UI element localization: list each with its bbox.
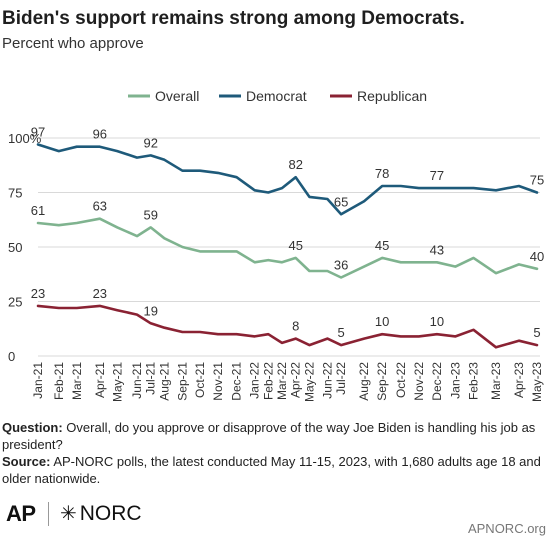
site-url: APNORC.org bbox=[467, 521, 546, 536]
y-tick-label: 75 bbox=[8, 186, 22, 201]
question-note: Question: Overall, do you approve or dis… bbox=[2, 419, 542, 453]
data-label-overall: 36 bbox=[334, 258, 348, 273]
norc-logo: ✳ NORC bbox=[60, 501, 142, 526]
question-label: Question: bbox=[2, 420, 63, 435]
data-label-overall: 59 bbox=[143, 207, 157, 222]
x-tick-label: Jul-21 bbox=[144, 362, 158, 395]
x-tick-label: Apr-23 bbox=[512, 362, 526, 398]
y-tick-label: 50 bbox=[8, 240, 22, 255]
x-tick-label: Jul-22 bbox=[334, 362, 348, 395]
legend-label-overall: Overall bbox=[155, 88, 199, 104]
x-tick-label: Dec-21 bbox=[230, 362, 244, 401]
data-label-democrat: 82 bbox=[288, 157, 302, 172]
data-label-republican: 23 bbox=[31, 286, 45, 301]
data-label-overall: 45 bbox=[288, 238, 302, 253]
data-label-democrat: 77 bbox=[430, 168, 444, 183]
data-label-republican: 23 bbox=[93, 286, 107, 301]
y-tick-label: 100% bbox=[8, 131, 42, 146]
norc-logo-text: NORC bbox=[79, 501, 142, 525]
x-tick-label: Jan-21 bbox=[31, 362, 45, 399]
x-tick-label: Jan-22 bbox=[248, 362, 262, 399]
data-label-overall: 40 bbox=[530, 249, 544, 264]
data-label-democrat: 92 bbox=[143, 135, 157, 150]
data-label-republican: 5 bbox=[338, 325, 345, 340]
data-label-republican: 10 bbox=[375, 314, 389, 329]
x-tick-label: Apr-22 bbox=[289, 362, 303, 398]
x-tick-label: Aug-21 bbox=[157, 362, 171, 401]
data-label-overall: 45 bbox=[375, 238, 389, 253]
x-tick-label: Mar-23 bbox=[489, 362, 503, 400]
legend-label-republican: Republican bbox=[357, 88, 427, 104]
x-tick-label: Feb-23 bbox=[467, 362, 481, 400]
x-tick-label: Jun-22 bbox=[320, 362, 334, 399]
chart-subtitle: Percent who approve bbox=[2, 35, 144, 52]
x-tick-label: May-23 bbox=[530, 362, 544, 402]
series-line-overall bbox=[36, 217, 539, 279]
ap-logo: AP bbox=[6, 501, 36, 526]
data-label-democrat: 97 bbox=[31, 125, 45, 140]
x-tick-label: May-22 bbox=[302, 362, 316, 402]
data-label-democrat: 96 bbox=[93, 127, 107, 142]
legend-label-democrat: Democrat bbox=[246, 88, 307, 104]
data-label-overall: 43 bbox=[430, 242, 444, 257]
x-tick-label: Aug-22 bbox=[357, 362, 371, 401]
x-tick-label: Jun-21 bbox=[130, 362, 144, 399]
data-label-overall: 61 bbox=[31, 203, 45, 218]
x-tick-label: Oct-22 bbox=[394, 362, 408, 398]
x-tick-label: Apr-21 bbox=[93, 362, 107, 398]
chart-title: Biden's support remains strong among Dem… bbox=[2, 8, 465, 29]
source-label: Source: bbox=[2, 454, 51, 469]
x-tick-label: Jan-23 bbox=[448, 362, 462, 399]
x-tick-label: Nov-21 bbox=[211, 362, 225, 401]
question-text: Overall, do you approve or disapprove of… bbox=[2, 420, 536, 452]
x-tick-label: Feb-22 bbox=[261, 362, 275, 400]
chart-notes: Question: Overall, do you approve or dis… bbox=[2, 419, 542, 487]
y-tick-label: 0 bbox=[8, 349, 15, 364]
x-tick-label: Nov-22 bbox=[412, 362, 426, 401]
x-tick-label: Oct-21 bbox=[193, 362, 207, 398]
x-tick-label: Feb-21 bbox=[52, 362, 66, 400]
data-label-republican: 19 bbox=[143, 303, 157, 318]
norc-star-icon: ✳ bbox=[60, 503, 77, 525]
data-label-republican: 5 bbox=[533, 325, 540, 340]
series-line-democrat bbox=[36, 143, 539, 216]
data-label-republican: 8 bbox=[292, 319, 299, 334]
source-note: Source: AP-NORC polls, the latest conduc… bbox=[2, 453, 542, 487]
x-tick-label: Sep-21 bbox=[175, 362, 189, 401]
x-tick-label: Sep-22 bbox=[375, 362, 389, 401]
x-tick-label: May-21 bbox=[110, 362, 124, 402]
source-text: AP-NORC polls, the latest conducted May … bbox=[2, 454, 541, 486]
data-label-republican: 10 bbox=[430, 314, 444, 329]
y-tick-label: 25 bbox=[8, 295, 22, 310]
data-label-overall: 63 bbox=[93, 199, 107, 214]
series-line-republican bbox=[36, 304, 539, 349]
x-tick-label: Dec-22 bbox=[430, 362, 444, 401]
x-tick-label: Mar-22 bbox=[275, 362, 289, 400]
data-label-democrat: 75 bbox=[530, 173, 544, 188]
data-label-democrat: 78 bbox=[375, 166, 389, 181]
logo-divider bbox=[48, 502, 49, 526]
data-label-democrat: 65 bbox=[334, 194, 348, 209]
x-tick-label: Mar-21 bbox=[70, 362, 84, 400]
